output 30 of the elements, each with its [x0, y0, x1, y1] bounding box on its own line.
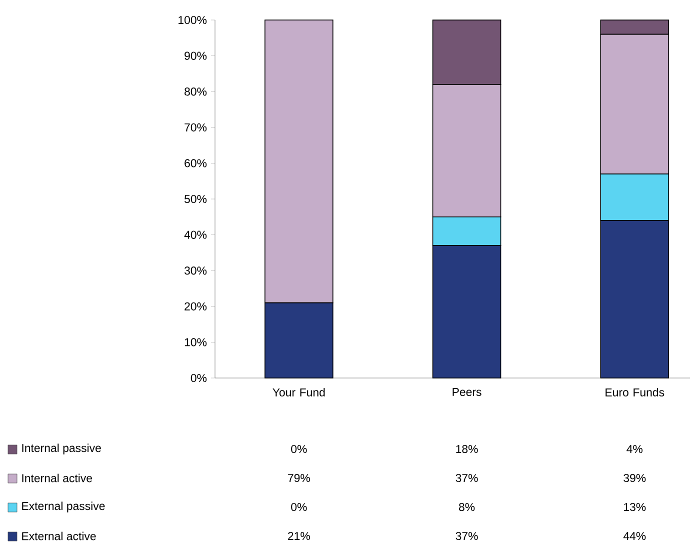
data-label: 0%: [291, 444, 307, 454]
data-label: 79%: [288, 474, 310, 482]
y-tick-label: 30%: [184, 266, 207, 275]
data-label: 44%: [623, 532, 646, 540]
y-tick-label: 20%: [184, 302, 207, 310]
data-label: 37%: [456, 474, 478, 482]
y-tick-label: 50%: [184, 194, 207, 204]
data-label: 18%: [456, 444, 478, 454]
data-label: 37%: [456, 532, 478, 540]
data-label: 0%: [291, 502, 307, 512]
legend-label: Internal active: [22, 474, 92, 482]
y-tick-label: 40%: [184, 230, 207, 239]
y-tick-label: 100%: [178, 16, 207, 24]
y-tick-label: 60%: [184, 159, 207, 168]
x-tick-label: Peers: [452, 388, 482, 396]
x-tick-label: Euro Funds: [606, 388, 664, 396]
legend-label: Internal passive: [22, 444, 101, 454]
legend-label: External active: [22, 532, 96, 540]
y-tick-label: 90%: [184, 52, 207, 60]
y-tick-label: 70%: [184, 123, 207, 132]
data-label: 13%: [624, 502, 646, 512]
data-label: 8%: [458, 502, 475, 512]
y-tick-label: 0%: [190, 374, 207, 382]
y-tick-label: 10%: [184, 338, 207, 346]
data-label: 39%: [624, 474, 646, 482]
x-tick-label: Your Fund: [272, 388, 325, 396]
legend-label: External passive: [22, 502, 105, 512]
data-label: 21%: [288, 532, 310, 540]
data-label: 4%: [626, 444, 642, 454]
y-tick-label: 80%: [184, 88, 207, 96]
